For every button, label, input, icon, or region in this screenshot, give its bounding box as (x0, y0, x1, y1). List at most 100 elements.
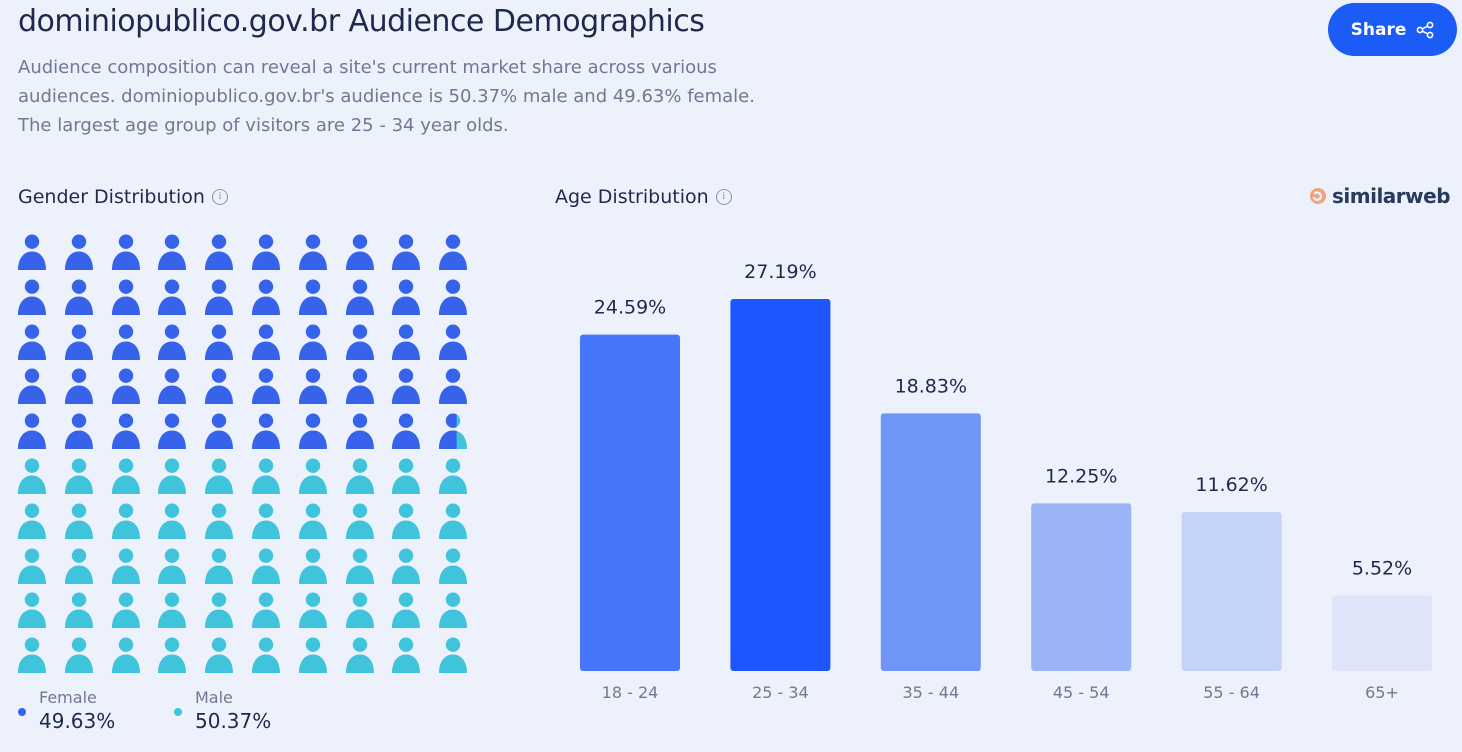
person-icon (63, 278, 95, 316)
page-description: Audience composition can reveal a site's… (18, 53, 818, 140)
person-icon (250, 412, 282, 450)
page-title: dominiopublico.gov.br Audience Demograph… (18, 4, 705, 39)
person-icon (297, 412, 329, 450)
person-icon (16, 323, 48, 361)
bar-value-label: 24.59% (594, 297, 666, 319)
person-icon (437, 412, 469, 450)
person-icon (250, 591, 282, 629)
legend-female-label: Female (39, 688, 97, 707)
person-icon (156, 412, 188, 450)
person-icon (110, 278, 142, 316)
person-icon (110, 457, 142, 495)
person-icon (250, 547, 282, 585)
person-icon (390, 278, 422, 316)
bar-value-label: 27.19% (744, 261, 816, 283)
person-icon (110, 233, 142, 271)
person-icon (297, 591, 329, 629)
x-tick-label: 35 - 44 (902, 683, 959, 702)
bar-value-label: 18.83% (895, 375, 967, 397)
person-icon (250, 323, 282, 361)
person-icon (437, 278, 469, 316)
person-icon (437, 457, 469, 495)
person-icon (390, 636, 422, 674)
person-icon (203, 278, 235, 316)
x-tick-label: 25 - 34 (752, 683, 809, 702)
person-icon (344, 233, 376, 271)
gender-section-title: Gender Distribution i (18, 186, 228, 208)
share-button[interactable]: Share (1328, 3, 1457, 56)
person-icon (250, 502, 282, 540)
person-icon (110, 323, 142, 361)
person-icon (156, 233, 188, 271)
person-icon (250, 233, 282, 271)
person-icon (156, 457, 188, 495)
person-icon (437, 547, 469, 585)
bar-value-label: 11.62% (1195, 474, 1267, 496)
person-icon (344, 412, 376, 450)
person-icon (110, 412, 142, 450)
person-icon (63, 323, 95, 361)
similarweb-logo-icon (1310, 188, 1326, 204)
age-bar[interactable] (580, 334, 680, 671)
age-bar[interactable] (1181, 512, 1282, 671)
age-bar[interactable] (1031, 503, 1132, 671)
similarweb-logo: similarweb (1309, 184, 1451, 208)
person-icon (344, 457, 376, 495)
person-icon (297, 547, 329, 585)
person-icon (203, 636, 235, 674)
person-icon (63, 367, 95, 405)
person-icon (203, 457, 235, 495)
x-tick-label: 55 - 64 (1203, 683, 1260, 702)
person-icon (110, 367, 142, 405)
person-icon (390, 502, 422, 540)
age-bar[interactable] (880, 413, 981, 671)
age-bar[interactable] (730, 299, 831, 671)
person-icon (344, 323, 376, 361)
x-tick-label: 18 - 24 (602, 683, 659, 702)
gender-info-icon[interactable]: i (211, 189, 228, 205)
person-icon (437, 233, 469, 271)
person-icon (16, 636, 48, 674)
person-icon (203, 367, 235, 405)
person-icon (344, 591, 376, 629)
person-icon (297, 233, 329, 271)
person-icon (297, 323, 329, 361)
person-icon (250, 457, 282, 495)
person-icon (16, 278, 48, 316)
person-icon (110, 636, 142, 674)
gender-people-grid (16, 233, 476, 674)
age-bar[interactable] (1332, 595, 1432, 671)
person-icon (16, 457, 48, 495)
person-icon (437, 636, 469, 674)
person-icon (156, 323, 188, 361)
person-icon (297, 367, 329, 405)
person-icon (63, 233, 95, 271)
legend-female-value: 49.63% (39, 709, 116, 733)
gender-section-label: Gender Distribution (18, 186, 205, 208)
person-icon (16, 591, 48, 629)
bar-value-label: 12.25% (1045, 465, 1117, 487)
person-icon (297, 502, 329, 540)
person-icon (390, 233, 422, 271)
person-icon (63, 502, 95, 540)
age-info-icon[interactable]: i (715, 189, 732, 205)
description-line-2: audiences. dominiopublico.gov.br's audie… (18, 86, 755, 107)
person-icon (437, 323, 469, 361)
age-section-title: Age Distribution i (555, 186, 732, 208)
person-icon (203, 233, 235, 271)
person-icon (437, 502, 469, 540)
person-icon (390, 367, 422, 405)
brand-name: similarweb (1332, 184, 1451, 208)
description-line-1: Audience composition can reveal a site's… (18, 57, 717, 78)
person-icon (156, 547, 188, 585)
person-icon (390, 412, 422, 450)
person-icon (437, 367, 469, 405)
person-icon (437, 591, 469, 629)
bar-value-label: 5.52% (1352, 557, 1412, 579)
person-icon (110, 591, 142, 629)
person-icon (156, 636, 188, 674)
person-icon (63, 547, 95, 585)
person-icon (390, 457, 422, 495)
